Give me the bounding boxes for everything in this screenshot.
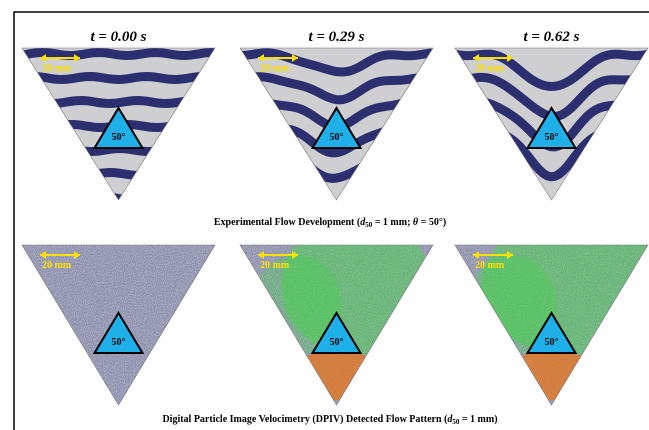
stripe	[22, 173, 214, 176]
panel	[455, 215, 649, 405]
stripe	[22, 101, 214, 104]
flow-core	[507, 350, 597, 400]
angle-label: 50°	[112, 337, 126, 348]
panel	[455, 48, 648, 261]
scale-label: 20 mm	[42, 63, 72, 74]
time-label: t = 0.29 s	[308, 29, 364, 45]
angle-label: 50°	[330, 337, 344, 348]
flow-core	[292, 350, 382, 400]
stripe	[22, 77, 214, 80]
time-label: t = 0.00 s	[90, 29, 146, 45]
scale-label: 20 mm	[42, 260, 72, 271]
bottom-caption: Digital Particle Image Velocimetry (DPIV…	[162, 414, 497, 426]
scale-label: 20 mm	[475, 63, 505, 74]
scale-label: 20 mm	[475, 260, 505, 271]
panel	[240, 215, 433, 405]
time-label: t = 0.62 s	[523, 29, 579, 45]
scale-label: 20 mm	[260, 260, 290, 271]
angle-label: 50°	[112, 132, 126, 143]
angle-label: 50°	[545, 132, 559, 143]
angle-label: 50°	[545, 337, 559, 348]
figure: Experimental Flow Development (d50 = 1 m…	[0, 0, 649, 430]
angle-label: 50°	[330, 132, 344, 143]
top-caption: Experimental Flow Development (d50 = 1 m…	[214, 217, 446, 229]
scale-label: 20 mm	[260, 63, 290, 74]
stripe	[22, 53, 214, 56]
